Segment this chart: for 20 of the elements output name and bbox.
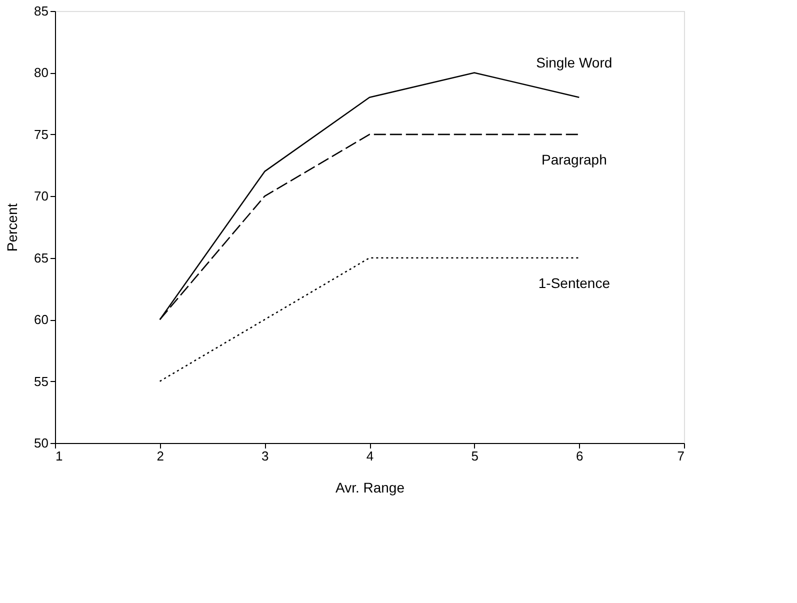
x-tick-label: 2 [156, 448, 164, 464]
x-tick-label: 3 [262, 448, 269, 464]
y-tick-label: 60 [34, 312, 48, 328]
x-tick-label: 7 [677, 448, 684, 464]
series-label: 1-Sentence [538, 274, 610, 291]
x-tick-label: 6 [576, 448, 584, 464]
y-tick-label: 65 [34, 250, 48, 266]
x-axis-title: Avr. Range [335, 480, 405, 496]
y-axis-title: Percent [4, 203, 20, 252]
y-tick-label: 70 [34, 188, 48, 204]
y-tick-label: 75 [34, 126, 48, 142]
y-tick-label: 55 [34, 374, 48, 389]
series-label: Paragraph [541, 151, 607, 168]
series-label: Single Word [536, 54, 612, 70]
x-tick-label: 1 [56, 448, 63, 464]
y-tick-label: 50 [34, 436, 48, 450]
y-tick-label: 85 [34, 4, 48, 18]
x-tick-label: 5 [471, 448, 478, 464]
x-tick-label: 4 [366, 448, 374, 464]
y-tick-label: 80 [34, 65, 48, 80]
